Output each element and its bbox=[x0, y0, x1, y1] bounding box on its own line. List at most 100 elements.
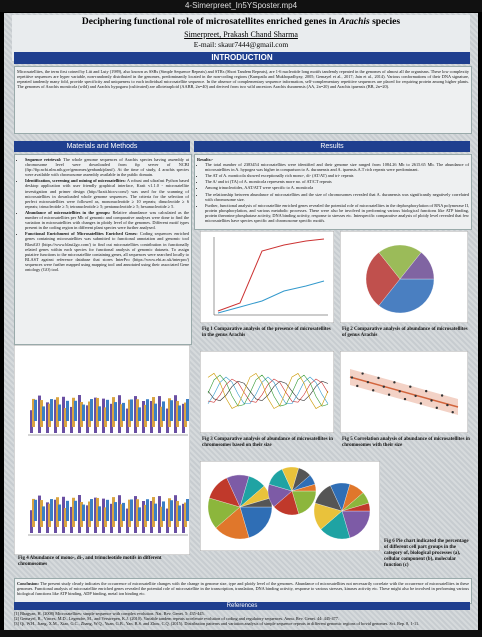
pie-graphic bbox=[365, 244, 435, 314]
graphic bbox=[419, 402, 423, 405]
graphic bbox=[42, 406, 45, 421]
item-head: Abundance of microsatellites in the grou… bbox=[25, 209, 111, 215]
graphic bbox=[170, 400, 173, 421]
graphic bbox=[64, 508, 67, 527]
graphic bbox=[106, 399, 109, 421]
graphic bbox=[58, 504, 61, 521]
result-item: The total number of 2383454 microsatelli… bbox=[205, 162, 469, 172]
graphic bbox=[66, 500, 69, 521]
graphic bbox=[62, 396, 65, 433]
graphic bbox=[182, 503, 185, 533]
graphic bbox=[186, 499, 189, 521]
graphic bbox=[40, 400, 43, 427]
reference: [3] Qi, W.H., Jiang, X.M., Xiao, G.C., Z… bbox=[14, 621, 420, 627]
graphic bbox=[64, 408, 67, 427]
graphic bbox=[70, 506, 73, 533]
graphic bbox=[50, 499, 53, 521]
graphic bbox=[56, 497, 59, 527]
graphic bbox=[451, 411, 454, 414]
method-item: Identification, screening and mining of … bbox=[25, 178, 189, 209]
graphic bbox=[142, 401, 145, 433]
graphic bbox=[361, 372, 364, 375]
conclusion: Conclusion: The present study clearly in… bbox=[14, 578, 472, 604]
graphic bbox=[112, 397, 115, 427]
graphic bbox=[72, 497, 75, 527]
figure-caption: Fig 1 Comparative analysis of the presen… bbox=[202, 327, 331, 338]
graphic bbox=[341, 510, 371, 539]
item-head: Functional Enrichment of Microsatellites… bbox=[25, 231, 138, 237]
reference: [2] Gemayel, R., Vinces, M.D., Legendre,… bbox=[14, 616, 339, 622]
graphic bbox=[138, 407, 141, 421]
figure-2-graphic bbox=[340, 231, 468, 323]
graphic bbox=[88, 501, 91, 527]
graphic bbox=[160, 506, 163, 527]
graphic bbox=[152, 397, 155, 427]
methods-list: Sequence retrieval: The whole genome seq… bbox=[17, 157, 189, 272]
graphic bbox=[170, 500, 173, 521]
item-text: Relative abundance was calculated as the… bbox=[25, 209, 189, 231]
graphic bbox=[186, 399, 189, 421]
item-text: The whole genome sequences of Arachis sp… bbox=[25, 157, 190, 178]
line-graphic bbox=[217, 238, 325, 312]
graphic bbox=[130, 399, 133, 421]
graphic bbox=[184, 502, 187, 527]
results-box: Results:- The total number of 2383454 mi… bbox=[194, 154, 472, 230]
graphic bbox=[138, 507, 141, 521]
graphic bbox=[98, 406, 101, 421]
figure-caption: Fig 5 Correlation analysis of abundance … bbox=[342, 437, 470, 448]
graphic bbox=[168, 398, 171, 427]
graphic bbox=[130, 499, 133, 521]
graphic bbox=[114, 502, 117, 521]
graphic bbox=[122, 402, 125, 421]
poster: Deciphering functional role of microsate… bbox=[4, 13, 478, 630]
graphic bbox=[207, 376, 329, 404]
graphic bbox=[70, 406, 73, 433]
graphic bbox=[94, 497, 97, 533]
graphic bbox=[387, 393, 391, 396]
graphic bbox=[154, 503, 157, 521]
title-part: Deciphering functional role of microsate… bbox=[81, 17, 340, 27]
figure-4-graphic bbox=[14, 345, 190, 555]
graphic bbox=[166, 408, 169, 433]
intro-text: Microsatellites, the term first coined b… bbox=[14, 66, 472, 134]
figure-5-graphic bbox=[340, 351, 468, 433]
pie-graphic bbox=[313, 482, 371, 540]
graphic bbox=[382, 385, 385, 388]
pie-graphic bbox=[267, 466, 317, 516]
section-heading: Materials and Methods bbox=[14, 141, 190, 152]
graphic bbox=[158, 496, 161, 533]
figure-6-graphic bbox=[200, 461, 380, 551]
graphic bbox=[114, 402, 117, 421]
graphic bbox=[88, 401, 91, 427]
graphic bbox=[162, 501, 165, 521]
graphic bbox=[48, 503, 51, 527]
graphic bbox=[365, 252, 401, 306]
graphic bbox=[38, 395, 41, 433]
graphic bbox=[38, 495, 41, 533]
graphic bbox=[356, 384, 359, 388]
figure-frame bbox=[200, 231, 334, 323]
graphic bbox=[430, 399, 433, 402]
graphic bbox=[154, 403, 157, 421]
graphic bbox=[118, 395, 121, 433]
graphic bbox=[82, 504, 85, 521]
graphic bbox=[158, 396, 161, 433]
graphic bbox=[150, 500, 153, 533]
graphic bbox=[291, 484, 317, 492]
method-item: Sequence retrieval: The whole genome seq… bbox=[25, 157, 189, 177]
graphic bbox=[40, 500, 43, 527]
figure-3-graphic bbox=[200, 351, 334, 433]
graphic bbox=[96, 497, 99, 527]
graphic bbox=[32, 398, 35, 427]
graphic bbox=[30, 410, 33, 433]
method-item: Functional Enrichment of Microsatellites… bbox=[25, 231, 189, 272]
graphic bbox=[446, 403, 449, 407]
graphic bbox=[142, 501, 145, 533]
graphic bbox=[399, 252, 435, 280]
graphic bbox=[207, 372, 329, 409]
line-graphics bbox=[207, 372, 329, 409]
graphic bbox=[178, 405, 181, 421]
item-text: A robust and ultrafast Python based desk… bbox=[25, 178, 189, 209]
line-graphic bbox=[217, 280, 325, 314]
graphic bbox=[128, 399, 131, 427]
